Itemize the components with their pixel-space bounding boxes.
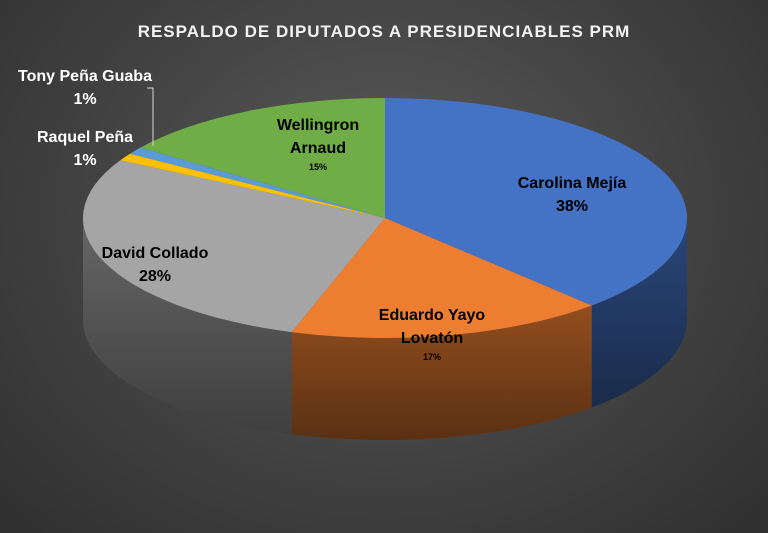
pie-side-carolina-mej-a — [591, 218, 687, 408]
pie-side-walls — [82, 218, 687, 440]
slice-value-eduardo-yayo-lovat-n: 17% — [423, 352, 441, 362]
pie-labels: Carolina Mejía 38% Eduardo Yayo Lovatón 17% D… — [18, 68, 626, 362]
chart-title: RESPALDO DE DIPUTADOS A PRESIDENCIABLES … — [137, 22, 631, 41]
slice-value-raquel-pe-a: 1% — [73, 152, 96, 169]
slice-label-carolina-mej-a: Carolina Mejía — [518, 175, 627, 192]
slice-value-david-collado: 28% — [139, 268, 171, 285]
slice-label-raquel-pe-a: Raquel Peña — [37, 129, 133, 146]
pie-slice-carolina-mej-a — [385, 98, 687, 306]
pie-slice-eduardo-yayo-lovat-n — [291, 218, 592, 338]
slice-label-wellingron-arnaud-line-2: Arnaud — [290, 140, 346, 157]
slice-value-carolina-mej-a: 38% — [556, 198, 588, 215]
slice-value-wellingron-arnaud: 15% — [309, 162, 327, 172]
pie-side-david-collado — [82, 218, 292, 435]
slice-label-tony-pe-a-guaba: Tony Peña Guaba — [18, 68, 152, 85]
slice-label-eduardo-yayo-lovat-n-line-2: Lovatón — [401, 330, 463, 347]
pie-slice-tony-pe-a-guaba — [130, 147, 385, 218]
slice-label-david-collado: David Collado — [102, 245, 209, 262]
slice-label-wellingron-arnaud-line-1: Wellingron — [277, 117, 359, 134]
pie-slice-raquel-pe-a — [120, 153, 386, 218]
slice-label-eduardo-yayo-lovat-n-line-1: Eduardo Yayo — [379, 307, 486, 324]
slice-value-tony-pe-a-guaba: 1% — [73, 91, 96, 108]
pie-slice-david-collado — [82, 160, 385, 333]
pie-slice-wellingron-arnaud — [140, 98, 385, 218]
pie-side-eduardo-yayo-lovat-n — [291, 305, 592, 440]
leader-line-tony-pena-guaba — [147, 87, 154, 146]
pie-top-faces — [82, 98, 687, 338]
